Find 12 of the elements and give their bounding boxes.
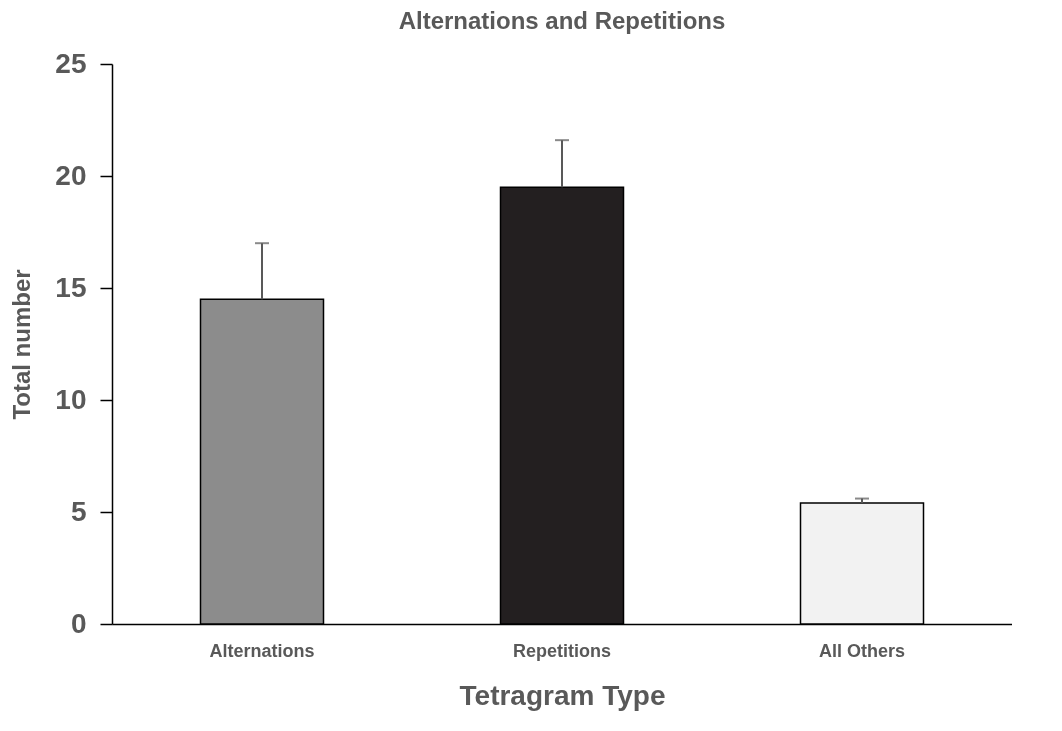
y-tick-label: 25	[55, 47, 87, 79]
y-tick-label: 0	[70, 607, 87, 639]
x-tick-label: All Others	[818, 640, 906, 661]
x-axis-title: Tetragram Type	[459, 679, 666, 711]
y-tick-label: 5	[70, 495, 87, 527]
y-tick-label: 20	[55, 159, 87, 191]
x-tick-label: Repetitions	[512, 640, 612, 661]
y-axis-title: Total number	[8, 269, 36, 420]
chart-title: Alternations and Repetitions	[398, 7, 726, 34]
y-tick-label: 10	[55, 383, 87, 415]
x-tick-label: Alternations	[209, 640, 315, 661]
y-tick-label: 15	[55, 271, 87, 303]
